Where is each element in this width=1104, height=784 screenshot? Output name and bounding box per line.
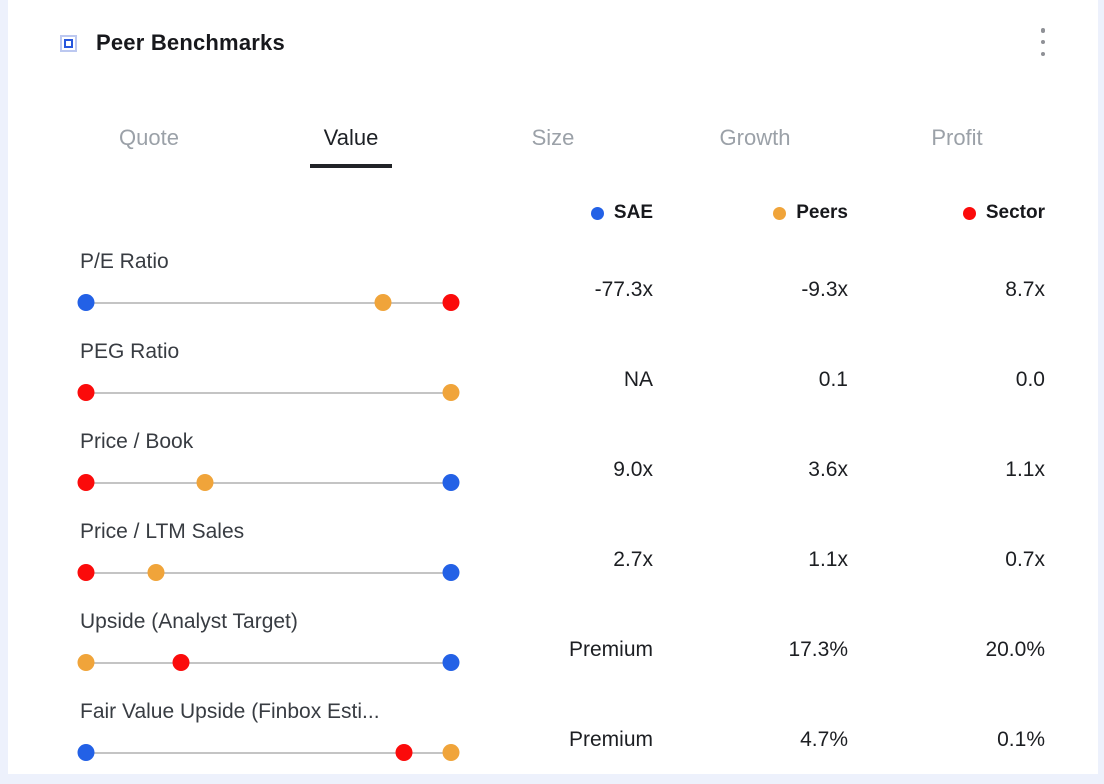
metric-cell: Fair Value Upside (Finbox Esti... — [77, 692, 460, 774]
legend-label: Peers — [796, 202, 848, 223]
slider-dot-peers[interactable] — [374, 294, 392, 311]
slider-track — [86, 751, 451, 754]
benchmark-slider — [77, 384, 460, 401]
benchmark-slider — [77, 474, 460, 491]
legend-label: SAE — [613, 202, 653, 223]
table-row: Price / LTM Sales 2.7x 1.1x 0.7x — [77, 512, 1045, 594]
slider-dot-peers[interactable] — [442, 744, 460, 761]
slider-dot-sae[interactable] — [442, 474, 460, 491]
slider-dot-peers[interactable] — [442, 384, 460, 401]
slider-track — [86, 661, 451, 664]
legend-item-sae: SAE — [451, 202, 653, 224]
sector-dot-icon — [962, 206, 976, 220]
slider-dot-sae[interactable] — [77, 294, 95, 311]
tab-profit[interactable]: Profit — [856, 124, 1058, 168]
slider-dot-sector[interactable] — [77, 474, 95, 491]
widget-square-icon — [60, 34, 77, 52]
metric-label: Fair Value Upside (Finbox Esti... — [80, 700, 380, 723]
sector-value: 20.0% — [985, 638, 1045, 661]
metric-cell: PEG Ratio — [77, 332, 460, 414]
metric-label: Price / Book — [80, 430, 194, 453]
metric-cell: P/E Ratio — [77, 242, 460, 324]
sae-value: NA — [623, 368, 653, 391]
slider-dot-sector[interactable] — [77, 564, 95, 581]
slider-track — [86, 571, 451, 574]
benchmark-table: SAE Peers Sector P/E Ratio -77.3x -9.3x … — [8, 194, 1098, 774]
sector-value: 0.1% — [997, 728, 1045, 751]
legend-item-peers: Peers — [653, 202, 848, 224]
tab-quote[interactable]: Quote — [48, 124, 250, 168]
slider-dot-sector[interactable] — [442, 294, 460, 311]
tab-label: Quote — [119, 125, 179, 150]
benchmark-slider — [77, 294, 460, 311]
sae-dot-icon — [590, 206, 604, 220]
page-title: Peer Benchmarks — [96, 30, 285, 55]
tab-size[interactable]: Size — [452, 124, 654, 168]
sector-value: 0.0 — [1015, 368, 1045, 391]
benchmark-slider — [77, 744, 460, 761]
benchmark-slider — [77, 654, 460, 671]
tab-label: Value — [323, 125, 379, 150]
slider-dot-sae[interactable] — [77, 744, 95, 761]
sector-value: 0.7x — [1005, 548, 1045, 571]
metric-cell: Upside (Analyst Target) — [77, 602, 460, 684]
table-row: P/E Ratio -77.3x -9.3x 8.7x — [77, 242, 1045, 324]
tab-label: Growth — [719, 125, 791, 150]
slider-dot-peers[interactable] — [77, 654, 95, 671]
active-tab-indicator — [310, 164, 392, 168]
metric-label: Price / LTM Sales — [80, 520, 245, 543]
slider-dot-sae[interactable] — [442, 564, 460, 581]
legend-row: SAE Peers Sector — [80, 194, 1045, 232]
slider-dot-peers[interactable] — [147, 564, 165, 581]
kebab-menu-icon — [1040, 51, 1046, 56]
sector-value: 1.1x — [1005, 458, 1045, 481]
tab-label: Size — [531, 125, 575, 150]
metric-label: Upside (Analyst Target) — [80, 610, 298, 633]
slider-dot-sector[interactable] — [395, 744, 413, 761]
table-row: Upside (Analyst Target) Premium 17.3% 20… — [77, 602, 1045, 684]
benchmark-slider — [77, 564, 460, 581]
table-row: Price / Book 9.0x 3.6x 1.1x — [77, 422, 1045, 504]
peers-value: 0.1 — [818, 368, 848, 391]
metric-label: P/E Ratio — [80, 250, 169, 273]
kebab-menu-icon — [1040, 39, 1046, 45]
peers-dot-icon — [773, 206, 787, 220]
card-header: Peer Benchmarks — [8, 0, 1098, 56]
tab-growth[interactable]: Growth — [654, 124, 856, 168]
metric-rows: P/E Ratio -77.3x -9.3x 8.7x PEG Ratio NA… — [77, 242, 1045, 774]
peers-value: 4.7% — [800, 728, 848, 751]
more-options-button[interactable] — [1034, 28, 1052, 56]
slider-dot-peers[interactable] — [196, 474, 214, 491]
sae-value: Premium — [568, 728, 653, 751]
benchmark-tabs: Quote Value Size Growth Profit — [48, 124, 1058, 168]
slider-track — [86, 481, 451, 484]
slider-track — [86, 301, 451, 304]
kebab-menu-icon — [1040, 28, 1046, 33]
sae-value: -77.3x — [594, 278, 653, 301]
table-row: PEG Ratio NA 0.1 0.0 — [77, 332, 1045, 414]
slider-dot-sector[interactable] — [77, 384, 95, 401]
table-row: Fair Value Upside (Finbox Esti... Premiu… — [77, 692, 1045, 774]
peers-value: -9.3x — [801, 278, 848, 301]
peer-benchmarks-card: Peer Benchmarks Quote Value Size Growth … — [8, 0, 1098, 774]
tab-label: Profit — [931, 125, 983, 150]
peers-value: 3.6x — [808, 458, 848, 481]
legend-item-sector: Sector — [848, 202, 1045, 224]
slider-track — [86, 391, 451, 394]
metric-cell: Price / LTM Sales — [77, 512, 460, 594]
legend-label: Sector — [985, 202, 1045, 223]
sae-value: 9.0x — [613, 458, 653, 481]
slider-dot-sector[interactable] — [172, 654, 190, 671]
peers-value: 1.1x — [808, 548, 848, 571]
metric-cell: Price / Book — [77, 422, 460, 504]
metric-label: PEG Ratio — [80, 340, 180, 363]
peers-value: 17.3% — [788, 638, 848, 661]
sector-value: 8.7x — [1005, 278, 1045, 301]
sae-value: Premium — [568, 638, 653, 661]
tab-value[interactable]: Value — [250, 124, 452, 168]
slider-dot-sae[interactable] — [442, 654, 460, 671]
sae-value: 2.7x — [613, 548, 653, 571]
